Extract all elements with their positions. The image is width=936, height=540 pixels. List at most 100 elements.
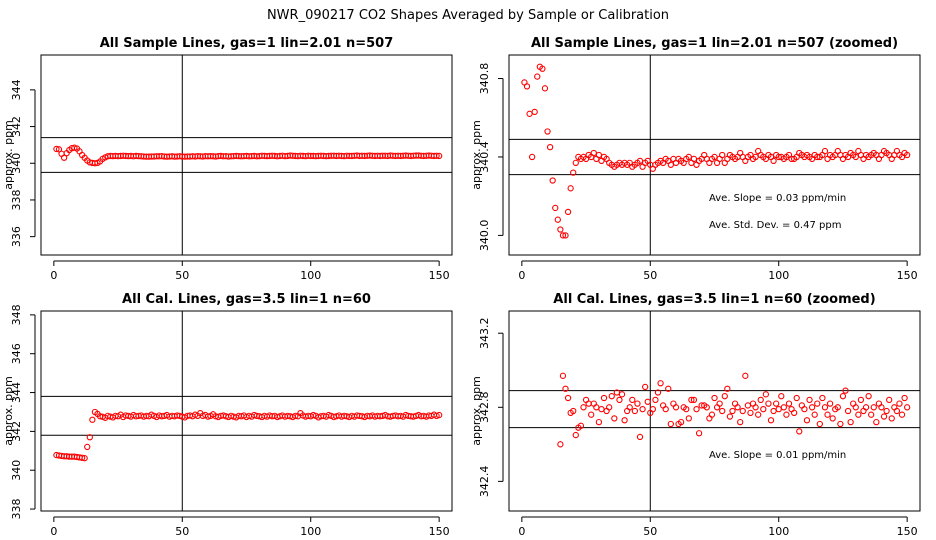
y-tick-label: 344 [10, 382, 23, 403]
data-point [788, 405, 795, 413]
data-point [747, 409, 754, 417]
data-point [821, 147, 829, 155]
y-tick-label: 342.4 [478, 466, 491, 498]
x-tick-label: 150 [429, 269, 450, 282]
data-point [829, 415, 836, 422]
data-point [89, 416, 96, 423]
data-point [598, 405, 605, 413]
x-tick-label: 150 [897, 525, 918, 538]
data-point [325, 411, 332, 419]
data-point [706, 415, 713, 422]
data-point [310, 411, 317, 419]
data-point [870, 404, 877, 411]
data-point [677, 418, 685, 426]
data-point [844, 407, 852, 415]
series-points [53, 408, 443, 462]
data-point [811, 411, 818, 418]
data-point [624, 407, 631, 415]
data-point [762, 391, 770, 398]
data-point [819, 394, 826, 402]
data-point [737, 418, 744, 426]
x-tick-label: 100 [768, 525, 789, 538]
y-tick-label: 343.2 [478, 317, 491, 349]
data-point [554, 216, 561, 223]
data-point [893, 407, 901, 415]
data-point [785, 400, 793, 407]
x-tick-label: 150 [429, 525, 450, 538]
data-point [603, 407, 610, 415]
x-tick-label: 150 [897, 269, 918, 282]
y-tick-label: 336 [10, 226, 23, 247]
chart-title: All Cal. Lines, gas=3.5 lin=1 n=60 (zoom… [553, 292, 875, 307]
data-point [636, 433, 644, 441]
annotation-text: Ave. Slope = 0.01 ppm/min [709, 450, 846, 461]
data-point [690, 396, 698, 404]
y-axis-title: approx. ppm [470, 376, 483, 446]
data-point [549, 177, 556, 184]
data-point [528, 153, 536, 161]
data-point [801, 405, 808, 413]
data-point [693, 405, 700, 413]
data-point [685, 153, 692, 161]
x-tick-label: 0 [518, 269, 525, 282]
data-point [557, 441, 564, 448]
data-point [880, 413, 888, 420]
data-point [852, 404, 859, 411]
data-point [649, 405, 656, 413]
data-point [433, 152, 440, 159]
data-point [670, 400, 677, 407]
chart-panel-sample-full: All Sample Lines, gas=1 lin=2.01 n=507 0 5… [2, 36, 453, 282]
data-point [847, 418, 854, 426]
annotation-text: Ave. Slope = 0.03 ppm/min [709, 193, 846, 204]
data-point [562, 385, 569, 392]
data-point [760, 405, 767, 413]
data-point [742, 372, 749, 379]
annotation-text: Ave. Std. Dev. = 0.47 ppm [709, 220, 841, 231]
data-point [796, 428, 803, 435]
data-point [891, 404, 898, 411]
data-point [734, 404, 741, 411]
data-point [644, 398, 651, 405]
y-tick-label: 342 [10, 116, 23, 137]
data-point [716, 400, 723, 407]
data-point [842, 387, 849, 394]
data-point [719, 407, 726, 415]
data-point [711, 394, 718, 402]
data-point [767, 417, 775, 424]
y-tick-label: 340 [10, 153, 23, 174]
data-point [523, 83, 531, 90]
data-point [84, 443, 91, 451]
y-tick-label: 338 [10, 189, 23, 210]
data-point [806, 396, 813, 404]
data-point [695, 430, 703, 437]
data-point [436, 411, 443, 419]
data-point [641, 383, 649, 391]
data-point [834, 404, 841, 411]
data-point [685, 415, 692, 422]
figure-title: NWR_090217 CO2 Shapes Averaged by Sample… [267, 8, 669, 23]
data-point [852, 153, 859, 161]
data-point [654, 389, 662, 396]
data-point [629, 396, 636, 404]
data-point [898, 411, 906, 418]
x-tick-label: 100 [300, 525, 321, 538]
data-point [703, 404, 710, 411]
data-point [793, 394, 800, 402]
data-point [783, 411, 790, 418]
series-points [521, 63, 911, 239]
data-point [436, 152, 443, 160]
plot-frame [508, 54, 921, 256]
data-point [590, 400, 597, 407]
data-point [775, 405, 782, 413]
data-point [765, 400, 772, 407]
data-point [839, 393, 847, 400]
data-point [724, 385, 731, 392]
data-point [814, 400, 821, 407]
chart-title: All Cal. Lines, gas=3.5 lin=1 n=60 [122, 292, 371, 307]
data-point [53, 145, 60, 153]
data-point [672, 404, 680, 411]
y-tick-label: 340.8 [478, 63, 491, 95]
data-point [662, 405, 669, 413]
data-point [608, 393, 615, 400]
